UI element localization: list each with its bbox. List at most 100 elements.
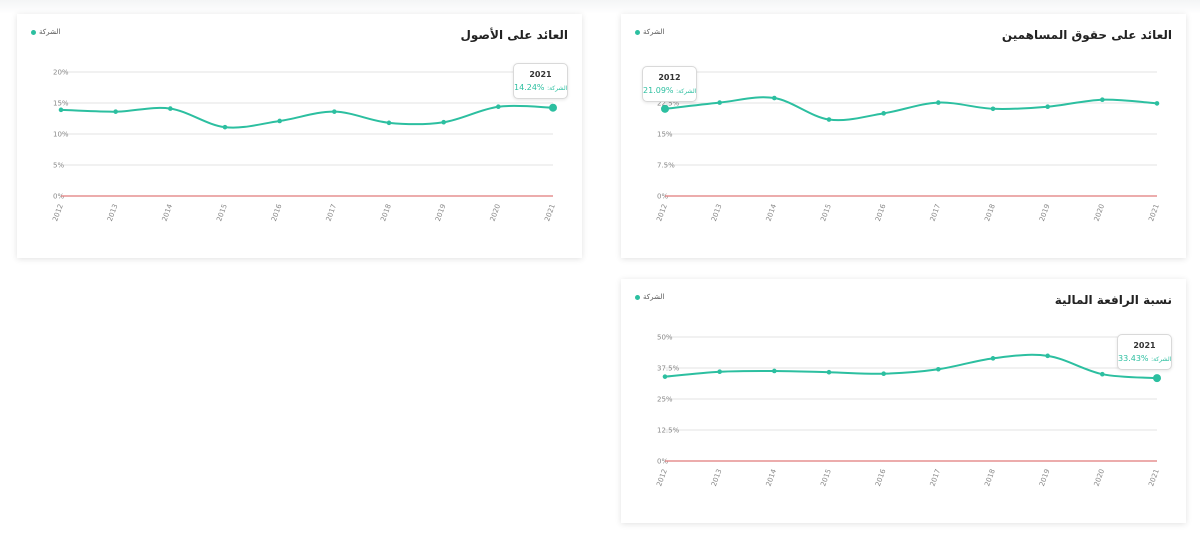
data-point[interactable] xyxy=(826,369,832,375)
x-tick-label: 2012 xyxy=(655,203,669,222)
data-point[interactable] xyxy=(1100,371,1105,377)
x-tick-label: 2015 xyxy=(819,468,833,487)
data-point[interactable] xyxy=(1045,104,1050,110)
data-point[interactable] xyxy=(441,119,446,125)
data-point[interactable] xyxy=(772,95,777,101)
chart-legend[interactable]: الشركة xyxy=(635,28,664,36)
x-tick-label: 2013 xyxy=(710,468,724,487)
y-tick-label: 50% xyxy=(657,334,673,342)
data-point[interactable] xyxy=(1100,97,1105,102)
x-tick-label: 2014 xyxy=(765,467,779,487)
tooltip-value: الشركة: %33.43 xyxy=(1118,354,1171,363)
x-tick-label: 2016 xyxy=(874,202,888,222)
y-tick-label: 0% xyxy=(657,193,668,201)
tooltip-year: 2012 xyxy=(658,73,681,82)
tooltip-value: الشركة: %21.09 xyxy=(643,86,696,95)
data-point[interactable] xyxy=(661,104,669,113)
y-tick-label: 25% xyxy=(657,396,673,404)
data-point[interactable] xyxy=(1153,374,1161,383)
data-point[interactable] xyxy=(168,106,173,111)
x-tick-label: 2016 xyxy=(270,202,284,222)
data-point[interactable] xyxy=(717,369,722,375)
data-point[interactable] xyxy=(113,109,118,114)
x-tick-label: 2017 xyxy=(929,203,943,222)
tooltip-value: الشركة: %14.24 xyxy=(514,83,567,92)
data-point[interactable] xyxy=(386,120,392,126)
y-tick-label: 15% xyxy=(53,100,69,108)
chart-card-return-on-equity: العائد على حقوق المساهمين الشركة 30%22.5… xyxy=(621,14,1186,258)
y-tick-label: 7.5% xyxy=(657,162,675,170)
data-point[interactable] xyxy=(549,103,557,112)
x-tick-label: 2018 xyxy=(983,468,997,487)
chart-legend[interactable]: الشركة xyxy=(635,293,664,301)
y-tick-label: 0% xyxy=(53,193,64,201)
data-point[interactable] xyxy=(222,124,228,130)
x-tick-label: 2020 xyxy=(1093,203,1107,222)
data-point[interactable] xyxy=(58,107,64,113)
data-point[interactable] xyxy=(717,100,722,105)
y-tick-label: 20% xyxy=(53,69,69,77)
x-tick-label: 2012 xyxy=(51,203,65,222)
data-point[interactable] xyxy=(881,371,886,377)
x-tick-label: 2020 xyxy=(489,203,503,222)
data-point[interactable] xyxy=(1045,353,1050,359)
data-point[interactable] xyxy=(277,118,282,124)
line-chart[interactable]: 20% 15% 10% 5% 0% 2012 2013 2014 2015 2016 2017 201… xyxy=(17,14,582,258)
line-chart[interactable]: 30%22.5%15%7.5%0%20122013201420152016201… xyxy=(621,14,1186,258)
x-tick-label: 2019 xyxy=(1038,468,1052,487)
x-tick-label: 2013 xyxy=(106,203,120,222)
data-point[interactable] xyxy=(662,374,668,379)
tooltip-number: %33.43 xyxy=(1118,354,1149,363)
data-point[interactable] xyxy=(990,106,996,112)
x-tick-label: 2014 xyxy=(161,202,175,222)
data-point[interactable] xyxy=(1154,101,1160,106)
series-line xyxy=(664,353,1158,380)
x-tick-label: 2019 xyxy=(434,203,448,222)
x-tick-label: 2013 xyxy=(710,203,724,222)
series-line xyxy=(664,96,1158,122)
legend-dot-icon xyxy=(31,29,36,35)
chart-title: العائد على حقوق المساهمين xyxy=(1001,28,1172,42)
x-tick-label: 2014 xyxy=(765,202,779,222)
x-tick-label: 2021 xyxy=(1147,203,1161,222)
chart-card-return-on-assets: العائد على الأصول الشركة 20% 15% 10% 5% 0% 20… xyxy=(17,14,582,258)
x-tick-label: 2017 xyxy=(325,203,339,222)
tooltip-series-label: الشركة: xyxy=(676,88,697,95)
x-tick-label: 2019 xyxy=(1038,203,1052,222)
series-line xyxy=(60,104,554,129)
y-tick-label: 37.5% xyxy=(657,365,680,373)
y-tick-label: 10% xyxy=(53,131,69,139)
tooltip-year: 2021 xyxy=(529,70,552,79)
chart-tooltip: 2012 الشركة: %21.09 xyxy=(642,66,697,102)
x-tick-label: 2017 xyxy=(929,468,943,487)
line-chart[interactable]: 50% 37.5% 25% 12.5% 0% 2012 2013 2014 2015 2016 20… xyxy=(621,279,1186,523)
data-point[interactable] xyxy=(332,109,337,114)
tooltip-number: %14.24 xyxy=(514,83,545,92)
data-point[interactable] xyxy=(936,366,941,372)
x-tick-label: 2018 xyxy=(983,203,997,222)
data-point[interactable] xyxy=(826,117,832,122)
tooltip-year: 2021 xyxy=(1133,341,1156,350)
y-tick-label: 5% xyxy=(53,162,64,170)
x-tick-label: 2018 xyxy=(379,203,393,222)
x-tick-label: 2015 xyxy=(215,203,229,222)
top-fade xyxy=(0,0,1200,14)
data-point[interactable] xyxy=(936,100,941,105)
x-tick-label: 2021 xyxy=(543,203,557,222)
chart-title: العائد على الأصول xyxy=(460,28,568,42)
tooltip-series-label: الشركة: xyxy=(1151,356,1172,363)
legend-label: الشركة xyxy=(39,28,61,36)
legend-label: الشركة xyxy=(643,28,665,36)
data-point[interactable] xyxy=(881,111,886,116)
x-tick-label: 2021 xyxy=(1147,468,1161,487)
data-point[interactable] xyxy=(496,104,501,110)
tooltip-number: %21.09 xyxy=(643,86,674,95)
chart-legend[interactable]: الشركة xyxy=(31,28,60,36)
chart-tooltip: 2021 الشركة: %33.43 xyxy=(1117,334,1172,370)
y-tick-label: 0% xyxy=(657,458,668,466)
data-point[interactable] xyxy=(990,356,996,361)
x-tick-label: 2020 xyxy=(1093,468,1107,487)
chart-title: نسبة الرافعة المالية xyxy=(1054,293,1172,307)
data-point[interactable] xyxy=(772,368,777,374)
legend-dot-icon xyxy=(635,29,640,35)
